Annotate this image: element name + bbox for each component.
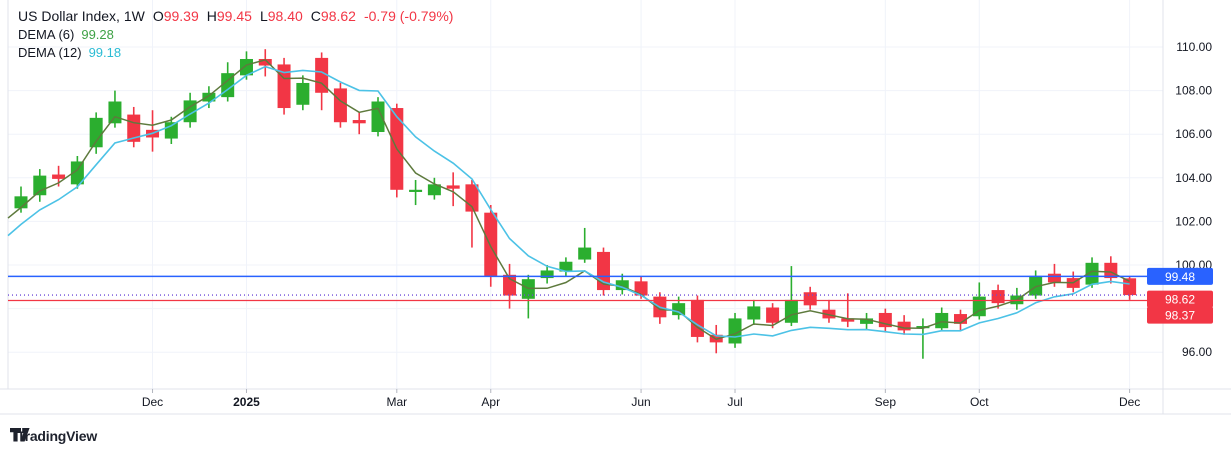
y-axis-label: 110.00 (1176, 40, 1212, 54)
candle-body (258, 58, 272, 66)
candle-body (52, 174, 66, 179)
candle-body (1047, 273, 1061, 283)
indicator-dema12[interactable]: DEMA (12) 99.18 (18, 44, 453, 61)
candle-body (89, 117, 103, 148)
y-axis-label: 106.00 (1175, 127, 1212, 141)
candle-body (164, 122, 178, 139)
x-axis-label: Sep (875, 395, 897, 409)
price-axis[interactable]: 110.00108.00106.00104.00102.00100.0096.0… (1175, 40, 1212, 359)
indicator-dema12-value: 99.18 (88, 45, 122, 60)
tradingview-logo-text: TradingView (17, 428, 98, 444)
price-label-red-level (1147, 306, 1213, 324)
x-axis-label: Dec (1119, 395, 1140, 409)
y-axis-label: 108.00 (1175, 84, 1212, 98)
candle-body (672, 303, 686, 316)
time-axis[interactable]: Dec 2025 Mar Apr Jun Jul Sep Oct Dec (142, 389, 1140, 409)
candle-body (935, 312, 949, 329)
candle-body (766, 307, 780, 323)
candle-body (1123, 278, 1137, 296)
candle-body (296, 82, 310, 105)
price-label-blue-level (1147, 267, 1213, 285)
candle-body (615, 280, 629, 291)
candle-body (446, 185, 460, 189)
candle-body (897, 321, 911, 331)
candle-body (578, 247, 592, 260)
candle-body (33, 175, 47, 196)
candle-body (239, 58, 253, 76)
open-key: O (152, 8, 164, 24)
candles (14, 49, 1137, 359)
indicator-dema12-label: DEMA (12) (18, 45, 82, 60)
candle-body (1085, 262, 1099, 285)
high-value: 99.45 (216, 8, 252, 24)
low-value: 98.40 (267, 8, 303, 24)
x-axis-label: Dec (142, 395, 163, 409)
symbol-title[interactable]: US Dollar Index, 1W (18, 8, 145, 24)
close-key: C (310, 8, 321, 24)
change-value: -0.79 (-0.79%) (363, 8, 454, 24)
candle-body (333, 88, 347, 123)
candle-body (916, 326, 930, 329)
tradingview-logo-icon (10, 428, 30, 442)
dema12-line (7, 65, 1130, 338)
price-label-last-close (1147, 290, 1213, 308)
candle-body (841, 318, 855, 322)
candle-body (70, 161, 84, 185)
price-label-text: 98.37 (1165, 309, 1195, 323)
symbol-ohlc-row[interactable]: US Dollar Index, 1W O99.39 H99.45 L98.40 C98… (18, 8, 453, 25)
candle-body (1029, 275, 1043, 296)
candle-body (690, 299, 704, 337)
open-value: 99.39 (163, 8, 199, 24)
candle-body (14, 196, 28, 209)
x-axis-label: Jul (727, 395, 742, 409)
candle-body (108, 101, 122, 124)
y-axis-label: 104.00 (1175, 171, 1212, 185)
indicator-dema6-label: DEMA (6) (18, 27, 75, 42)
indicator-dema6[interactable]: DEMA (6) 99.28 (18, 26, 453, 43)
candle-body (972, 296, 986, 317)
candle-body (784, 299, 798, 323)
candle-body (202, 92, 216, 102)
candle-body (860, 318, 874, 324)
candle-body (315, 57, 329, 93)
x-axis-label: Apr (481, 395, 500, 409)
chart-legend: US Dollar Index, 1W O99.39 H99.45 L98.40 C98… (18, 8, 453, 61)
high-key: H (206, 8, 217, 24)
price-label-text: 98.62 (1165, 293, 1195, 307)
indicator-dema6-value: 99.28 (81, 27, 114, 42)
x-axis-label: Jun (631, 395, 650, 409)
y-axis-label: 96.00 (1182, 345, 1212, 359)
candle-body (747, 306, 761, 320)
candle-body (954, 314, 967, 324)
candle-body (803, 292, 817, 306)
x-axis-label: Oct (970, 395, 989, 409)
candle-body (634, 281, 648, 296)
dema6-line (7, 58, 1130, 341)
price-label-text: 99.48 (1165, 270, 1195, 284)
x-axis-label: Mar (386, 395, 407, 409)
candle-body (540, 270, 554, 279)
candle-body (352, 120, 366, 124)
tradingview-logo[interactable]: TradingView (10, 428, 97, 444)
low-key: L (259, 8, 268, 24)
candle-body (427, 184, 441, 196)
y-axis-label: 102.00 (1175, 214, 1212, 228)
x-axis-label: 2025 (233, 395, 260, 409)
candle-body (409, 189, 423, 192)
candle-body (559, 261, 573, 272)
close-value: 98.62 (320, 8, 356, 24)
candle-body (991, 290, 1005, 304)
